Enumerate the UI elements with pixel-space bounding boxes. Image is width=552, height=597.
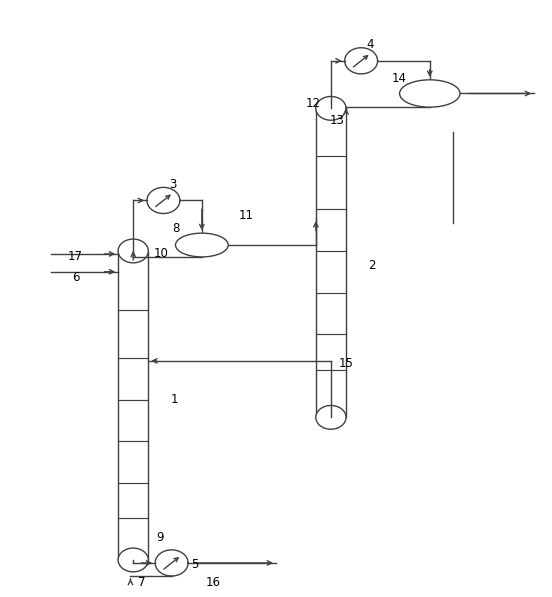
Text: 8: 8 <box>172 223 180 235</box>
Text: 6: 6 <box>72 271 79 284</box>
Text: 10: 10 <box>153 247 168 260</box>
Text: 3: 3 <box>169 178 177 191</box>
Text: 17: 17 <box>68 250 83 263</box>
Text: 5: 5 <box>191 558 198 571</box>
Ellipse shape <box>118 239 148 263</box>
Ellipse shape <box>316 405 346 429</box>
Text: 15: 15 <box>339 358 354 370</box>
Text: 16: 16 <box>205 576 220 589</box>
Text: 1: 1 <box>171 393 178 406</box>
Text: 2: 2 <box>368 259 376 272</box>
Text: 11: 11 <box>238 209 253 222</box>
Text: 14: 14 <box>392 72 407 85</box>
Text: 9: 9 <box>156 531 163 544</box>
Text: 13: 13 <box>330 114 345 127</box>
Text: 12: 12 <box>306 97 321 110</box>
Ellipse shape <box>316 97 346 120</box>
Text: 7: 7 <box>137 576 145 589</box>
Ellipse shape <box>400 80 460 107</box>
Ellipse shape <box>176 233 228 257</box>
Ellipse shape <box>118 548 148 572</box>
Text: 4: 4 <box>367 38 374 51</box>
